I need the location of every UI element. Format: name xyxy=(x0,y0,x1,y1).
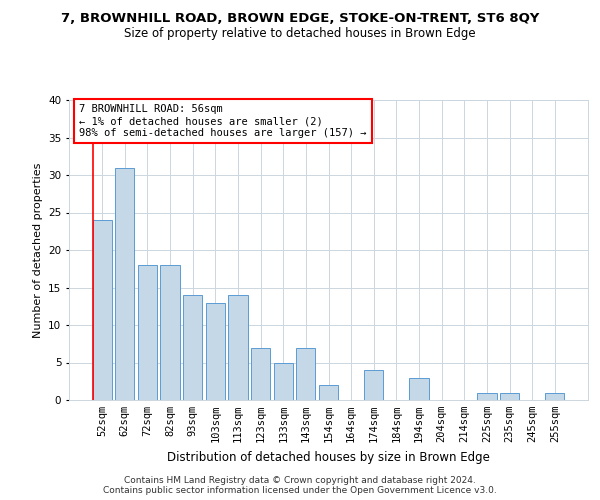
Bar xyxy=(545,392,565,400)
Text: 7, BROWNHILL ROAD, BROWN EDGE, STOKE-ON-TRENT, ST6 8QY: 7, BROWNHILL ROAD, BROWN EDGE, STOKE-ON-… xyxy=(61,12,539,26)
Bar xyxy=(206,302,225,400)
Bar xyxy=(500,392,519,400)
Bar xyxy=(477,392,497,400)
Bar xyxy=(229,295,248,400)
X-axis label: Distribution of detached houses by size in Brown Edge: Distribution of detached houses by size … xyxy=(167,450,490,464)
Bar xyxy=(160,265,180,400)
Bar xyxy=(251,348,270,400)
Bar xyxy=(409,378,428,400)
Bar xyxy=(115,168,134,400)
Bar xyxy=(138,265,157,400)
Bar xyxy=(92,220,112,400)
Text: 7 BROWNHILL ROAD: 56sqm
← 1% of detached houses are smaller (2)
98% of semi-deta: 7 BROWNHILL ROAD: 56sqm ← 1% of detached… xyxy=(79,104,367,138)
Bar xyxy=(319,385,338,400)
Bar xyxy=(183,295,202,400)
Y-axis label: Number of detached properties: Number of detached properties xyxy=(32,162,43,338)
Bar xyxy=(274,362,293,400)
Text: Contains HM Land Registry data © Crown copyright and database right 2024.
Contai: Contains HM Land Registry data © Crown c… xyxy=(103,476,497,495)
Text: Size of property relative to detached houses in Brown Edge: Size of property relative to detached ho… xyxy=(124,28,476,40)
Bar xyxy=(296,348,316,400)
Bar xyxy=(364,370,383,400)
